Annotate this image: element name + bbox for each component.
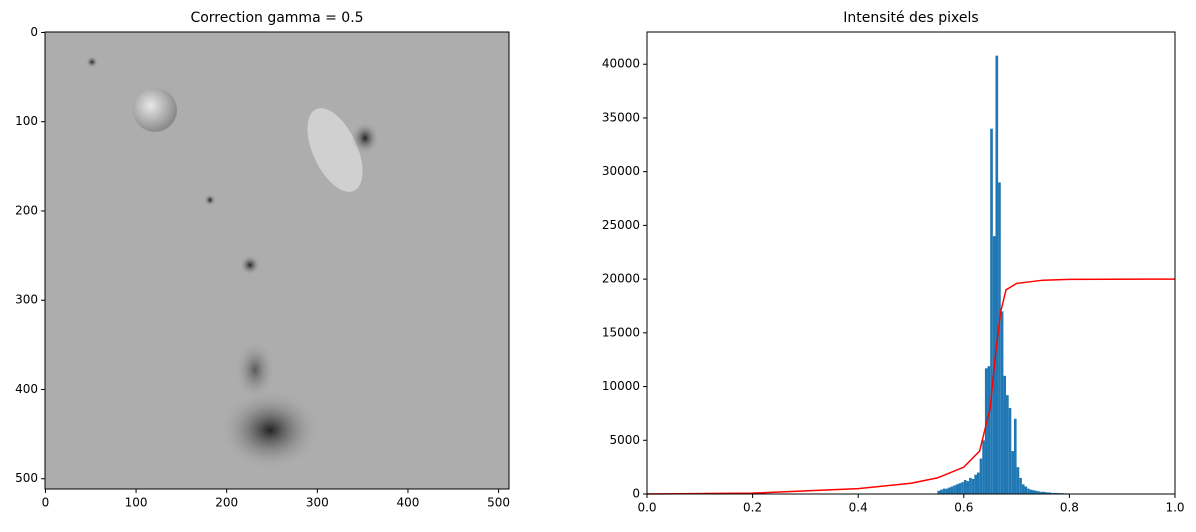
x-tick-label: 0.0 <box>637 501 656 515</box>
bar <box>984 368 988 494</box>
bar <box>945 488 948 494</box>
dark-spot <box>86 56 98 68</box>
x-tick-label: 1.0 <box>1165 501 1184 515</box>
bar <box>995 55 999 495</box>
bar <box>990 128 993 494</box>
x-tick-label: 400 <box>397 496 420 510</box>
bar <box>1013 418 1017 494</box>
y-tick-label: 25000 <box>602 218 640 232</box>
bar <box>953 485 956 494</box>
bar <box>1000 311 1004 494</box>
bar <box>1050 492 1054 494</box>
bar <box>987 366 991 494</box>
bar <box>1027 488 1030 494</box>
bar <box>1003 375 1007 494</box>
chart-title: Intensité des pixels <box>843 10 978 26</box>
dark-spot <box>351 122 379 154</box>
bar <box>937 490 941 494</box>
y-tick-label: 10000 <box>602 379 640 393</box>
axes-frame <box>646 31 1176 495</box>
y-tick-label: 200 <box>15 203 38 217</box>
bar <box>977 472 980 494</box>
x-tick-label: 0.8 <box>1060 501 1079 515</box>
bar <box>1037 491 1041 494</box>
bar <box>942 488 946 494</box>
bar <box>955 484 959 494</box>
x-tick-label: 100 <box>125 496 148 510</box>
bar <box>1035 490 1038 494</box>
cdf-line <box>646 278 1176 495</box>
x-tick-label: 200 <box>215 496 238 510</box>
bar <box>998 182 1001 494</box>
y-tick-label: 400 <box>15 382 38 396</box>
bar <box>1053 492 1057 494</box>
bar <box>982 440 985 494</box>
bar <box>1008 408 1012 494</box>
dark-spot <box>240 255 260 275</box>
bar <box>1040 491 1043 494</box>
y-tick-label: 0 <box>30 25 38 39</box>
bar <box>1029 489 1033 494</box>
x-tick-label: 300 <box>306 496 329 510</box>
x-tick-label: 0.2 <box>743 501 762 515</box>
bar <box>963 480 967 494</box>
bar <box>947 487 951 494</box>
crater <box>133 88 177 132</box>
x-tick-label: 0.4 <box>849 501 868 515</box>
bar <box>1043 491 1046 494</box>
bar <box>1024 486 1028 494</box>
image-content <box>45 32 509 489</box>
y-tick-label: 5000 <box>609 433 640 447</box>
x-tick-label: 0 <box>42 496 50 510</box>
bright-streak <box>307 108 363 192</box>
y-tick-label: 15000 <box>602 325 640 339</box>
bar <box>1048 492 1051 494</box>
bar <box>1019 477 1022 494</box>
bar <box>966 481 970 494</box>
x-tick-label: 500 <box>487 496 510 510</box>
bar <box>1011 451 1014 494</box>
y-tick-label: 20000 <box>602 272 640 286</box>
y-tick-label: 35000 <box>602 110 640 124</box>
y-tick-label: 30000 <box>602 164 640 178</box>
bar <box>969 477 972 494</box>
bar <box>971 478 975 494</box>
bar <box>961 482 964 494</box>
y-tick-label: 100 <box>15 114 38 128</box>
x-tick-label: 0.6 <box>954 501 973 515</box>
y-tick-label: 40000 <box>602 57 640 71</box>
bar <box>1016 467 1020 494</box>
bar <box>1032 490 1036 494</box>
dark-spot <box>204 194 216 206</box>
bar <box>950 486 954 494</box>
bar <box>958 483 962 494</box>
bar <box>979 458 983 494</box>
bar <box>1006 395 1009 494</box>
axes-frame <box>44 31 510 490</box>
bar <box>1056 492 1059 494</box>
dark-region <box>220 390 320 470</box>
bar <box>940 489 943 494</box>
dark-region <box>235 340 275 400</box>
bar <box>974 474 977 494</box>
y-tick-label: 500 <box>15 471 38 485</box>
y-tick-label: 0 <box>632 487 640 501</box>
bar <box>1045 492 1049 494</box>
bar <box>1021 484 1025 494</box>
y-tick-label: 300 <box>15 293 38 307</box>
chart-title: Correction gamma = 0.5 <box>190 10 363 26</box>
